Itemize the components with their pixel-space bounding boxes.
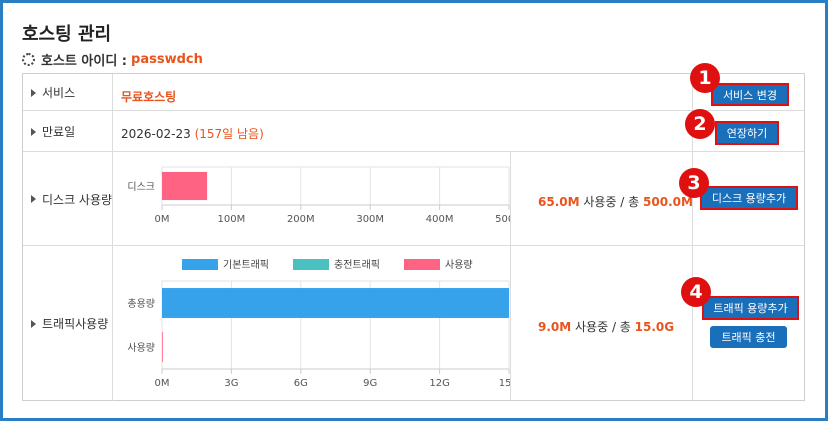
column-divider — [510, 152, 511, 245]
hosting-table: 서비스 무료호스팅 서비스 변경 만료일 2026-02-23 (157일 남음… — [22, 73, 805, 401]
bar-사용량 — [162, 332, 163, 362]
step-badge-1: 1 — [690, 63, 720, 93]
traffic-usage-text: 9.0M 사용중 / 총 15.0G — [538, 318, 674, 335]
x-tick-label: 0M — [155, 214, 170, 225]
x-tick-label: 400M — [426, 214, 454, 225]
bullet-triangle-icon — [31, 88, 36, 97]
x-tick-label: 100M — [218, 214, 246, 225]
legend-label: 기본트래픽 — [223, 259, 269, 271]
column-divider — [112, 152, 113, 245]
traffic-used-suffix: 사용중 / 총 — [571, 320, 635, 334]
traffic-label-text: 트래픽사용량 — [42, 317, 109, 331]
x-tick-label: 300M — [356, 214, 384, 225]
service-label-text: 서비스 — [42, 86, 76, 100]
bullet-triangle-icon — [31, 127, 36, 136]
legend-swatch — [293, 259, 329, 270]
disk-label-text: 디스크 사용량 — [42, 192, 113, 207]
x-tick-label: 500M — [495, 214, 510, 225]
x-tick-label: 6G — [294, 378, 308, 389]
traffic-label: 트래픽사용량 — [31, 246, 108, 401]
disk-used-suffix: 사용중 / 총 — [579, 195, 644, 209]
column-divider — [510, 246, 511, 401]
traffic-usage-chart: 0M3G6G9G12G15G총용량사용량기본트래픽충전트래픽사용량 — [127, 259, 510, 389]
expiry-remaining: (157일 남음) — [194, 127, 264, 141]
expiry-value: 2026-02-23 (157일 남음) — [121, 125, 264, 142]
add-traffic-capacity-button[interactable]: 트래픽 용량추가 — [702, 296, 799, 320]
page-title: 호스팅 관리 — [22, 24, 112, 45]
expiry-label: 만료일 — [31, 111, 75, 152]
y-category-label: 사용량 — [127, 342, 155, 354]
legend-swatch — [404, 259, 440, 270]
column-divider — [112, 111, 113, 151]
table-row-disk: 디스크 사용량 0M 100M 200M 300M 400M 500M 디스크 65.0M … — [23, 152, 804, 246]
disk-usage-text: 65.0M 사용중 / 총 500.0M — [538, 193, 693, 210]
host-id-line: 호스트 아이디 : passwdch — [22, 50, 203, 69]
column-divider — [112, 74, 113, 110]
change-service-button[interactable]: 서비스 변경 — [711, 83, 789, 106]
disk-total: 500.0M — [643, 195, 693, 209]
column-divider — [692, 74, 693, 110]
x-tick-label: 3G — [224, 378, 238, 389]
bar-총용량 — [162, 288, 509, 318]
x-tick-label: 0M — [155, 378, 170, 389]
traffic-used: 9.0M — [538, 320, 572, 334]
host-id-value: passwdch — [131, 52, 203, 67]
bullet-triangle-icon — [31, 319, 36, 328]
table-row-expiry: 만료일 2026-02-23 (157일 남음) 연장하기 — [23, 111, 804, 152]
expiry-date: 2026-02-23 — [121, 127, 191, 141]
table-row-traffic: 트래픽사용량 0M3G6G9G12G15G총용량사용량기본트래픽충전트래픽사용량… — [23, 246, 804, 401]
traffic-total: 15.0G — [634, 320, 675, 334]
column-divider — [692, 152, 693, 245]
legend-swatch — [182, 259, 218, 270]
column-divider — [112, 246, 113, 401]
bullet-triangle-icon — [31, 195, 36, 203]
step-badge-4: 4 — [681, 277, 711, 307]
legend-label: 사용량 — [445, 259, 473, 271]
step-badge-3: 3 — [679, 168, 709, 198]
host-id-label: 호스트 아이디 : — [41, 54, 128, 69]
expiry-label-text: 만료일 — [42, 125, 76, 139]
x-tick-label: 200M — [287, 214, 315, 225]
legend-label: 충전트래픽 — [334, 259, 380, 271]
x-tick-label: 12G — [429, 378, 449, 389]
extend-button[interactable]: 연장하기 — [715, 121, 779, 145]
disk-used: 65.0M — [538, 195, 580, 209]
disk-usage-chart: 0M 100M 200M 300M 400M 500M 디스크 — [127, 166, 510, 225]
add-disk-capacity-button[interactable]: 디스크 용량추가 — [700, 186, 798, 210]
service-value: 무료호스팅 — [121, 90, 177, 104]
charge-traffic-button[interactable]: 트래픽 충전 — [710, 326, 787, 348]
table-row-service: 서비스 무료호스팅 서비스 변경 — [23, 74, 804, 111]
column-divider — [692, 246, 693, 401]
disk-label: 디스크 사용량 — [31, 152, 112, 246]
bar-디스크 — [162, 171, 208, 201]
x-tick-label: 9G — [363, 378, 377, 389]
step-badge-2: 2 — [685, 109, 715, 139]
service-label: 서비스 — [31, 74, 75, 111]
y-category-label: 디스크 — [127, 181, 155, 193]
loading-spinner-icon — [22, 53, 35, 66]
y-category-label: 총용량 — [127, 298, 155, 310]
x-tick-label: 15G — [499, 378, 510, 389]
